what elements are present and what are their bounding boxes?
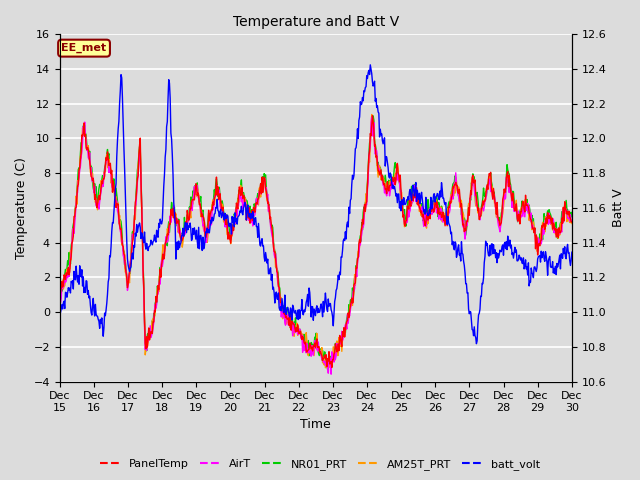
batt_volt (118, 75, 125, 81)
batt_volt (170, 200, 177, 205)
batt_volt (65, 287, 73, 293)
NR01_PRT (56, 287, 63, 292)
Y-axis label: Batt V: Batt V (612, 189, 625, 227)
PanelTemp (118, 234, 125, 240)
batt_volt (56, 300, 63, 306)
batt_volt (472, 341, 480, 347)
batt_volt (197, 232, 205, 238)
Text: EE_met: EE_met (61, 43, 107, 53)
AirT (327, 372, 335, 377)
NR01_PRT (369, 113, 377, 119)
PanelTemp (369, 113, 376, 119)
Line: NR01_PRT: NR01_PRT (60, 116, 572, 370)
batt_volt (394, 200, 401, 205)
NR01_PRT (394, 169, 402, 175)
AirT (197, 210, 205, 216)
AirT (368, 114, 376, 120)
AirT (118, 240, 125, 245)
NR01_PRT (324, 367, 332, 372)
PanelTemp (197, 205, 205, 211)
PanelTemp (328, 365, 335, 371)
X-axis label: Time: Time (300, 419, 331, 432)
NR01_PRT (568, 214, 576, 220)
PanelTemp (394, 170, 402, 176)
PanelTemp (380, 179, 387, 185)
AM25T_PRT (118, 241, 125, 247)
Title: Temperature and Batt V: Temperature and Batt V (233, 15, 399, 29)
batt_volt (568, 249, 576, 255)
NR01_PRT (170, 209, 177, 215)
PanelTemp (568, 219, 576, 225)
AM25T_PRT (368, 112, 376, 118)
AirT (170, 203, 177, 208)
AirT (380, 182, 387, 188)
AM25T_PRT (197, 214, 205, 219)
AM25T_PRT (321, 365, 329, 371)
Line: PanelTemp: PanelTemp (60, 116, 572, 368)
AM25T_PRT (394, 166, 402, 171)
AM25T_PRT (170, 210, 177, 216)
Line: batt_volt: batt_volt (60, 65, 572, 344)
Line: AM25T_PRT: AM25T_PRT (60, 115, 572, 368)
NR01_PRT (197, 193, 205, 199)
NR01_PRT (380, 174, 387, 180)
AM25T_PRT (56, 298, 63, 303)
AirT (56, 293, 63, 299)
Y-axis label: Temperature (C): Temperature (C) (15, 157, 28, 259)
AirT (65, 274, 73, 279)
Line: AirT: AirT (60, 117, 572, 374)
AM25T_PRT (65, 264, 73, 270)
AirT (394, 170, 402, 176)
Legend: PanelTemp, AirT, NR01_PRT, AM25T_PRT, batt_volt: PanelTemp, AirT, NR01_PRT, AM25T_PRT, ba… (95, 455, 545, 474)
PanelTemp (170, 215, 177, 221)
NR01_PRT (118, 226, 125, 231)
batt_volt (379, 138, 387, 144)
NR01_PRT (65, 250, 73, 255)
batt_volt (367, 62, 374, 68)
PanelTemp (65, 272, 73, 277)
AM25T_PRT (380, 175, 387, 180)
PanelTemp (56, 290, 63, 296)
AM25T_PRT (568, 221, 576, 227)
AirT (568, 218, 576, 224)
